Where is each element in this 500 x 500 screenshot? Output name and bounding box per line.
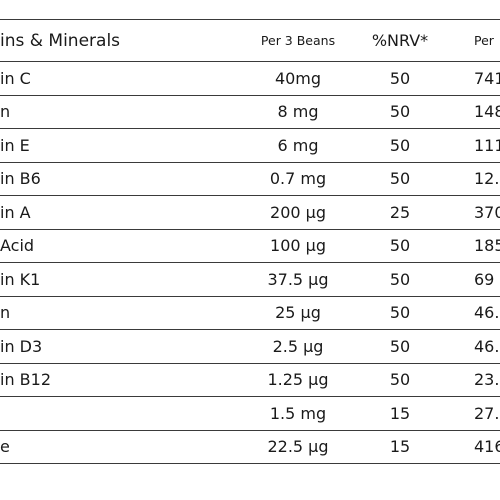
row-nrv: 50 — [389, 169, 411, 189]
row-name: in B6 — [0, 169, 41, 189]
row-per-bean: 0.7 mg — [269, 169, 327, 189]
table-row: n 8 mg 50 148 — [0, 96, 500, 129]
table-row: in K1 37.5 µg 50 69 — [0, 263, 500, 297]
table-row: in E 6 mg 50 111 — [0, 129, 500, 163]
row-per-extra: 69 — [474, 269, 495, 289]
row-nrv: 50 — [389, 68, 411, 88]
row-per-bean: 1.25 µg — [267, 370, 329, 390]
row-nrv: 50 — [389, 236, 411, 256]
row-per-bean: 200 µg — [270, 202, 326, 222]
row-name: in C — [0, 68, 31, 88]
row-per-extra: 416 — [474, 437, 500, 457]
row-per-extra: 12.9 — [474, 169, 500, 189]
row-per-bean: 40mg — [274, 68, 322, 88]
row-name: in B12 — [0, 370, 52, 390]
row-name — [0, 397, 240, 430]
row-name: Acid — [0, 236, 35, 256]
row-per-extra: 148 — [474, 102, 500, 122]
row-per-extra: 46. — [474, 303, 500, 323]
row-per-extra: 46. — [474, 336, 500, 356]
nutrition-table: ins & Minerals Per 3 Beans %NRV* Per in … — [0, 19, 500, 464]
row-nrv: 50 — [389, 370, 411, 390]
row-nrv: 50 — [389, 269, 411, 289]
table-row: 1.5 mg 15 27.7 — [0, 397, 500, 431]
row-per-extra: 27.7 — [474, 403, 500, 423]
row-nrv: 50 — [389, 336, 411, 356]
row-per-extra: 741 — [474, 68, 500, 88]
row-per-extra: 111 — [474, 135, 500, 155]
row-nrv: 15 — [389, 437, 411, 457]
row-per-bean: 37.5 µg — [267, 269, 329, 289]
table-row: in D3 2.5 µg 50 46. — [0, 330, 500, 364]
row-per-bean: 6 mg — [277, 135, 319, 155]
row-per-bean: 1.5 mg — [269, 403, 327, 423]
row-nrv: 50 — [389, 102, 411, 122]
row-name: in E — [0, 135, 30, 155]
row-per-bean: 25 µg — [275, 303, 321, 323]
row-per-bean: 2.5 µg — [272, 336, 324, 356]
row-nrv: 50 — [389, 303, 411, 323]
header-per-extra: Per — [474, 33, 494, 48]
table-row: in B6 0.7 mg 50 12.9 — [0, 163, 500, 196]
row-name: n — [0, 303, 11, 323]
table-header-row: ins & Minerals Per 3 Beans %NRV* Per — [0, 20, 500, 62]
table-row: n 25 µg 50 46. — [0, 297, 500, 330]
row-nrv: 50 — [389, 135, 411, 155]
row-name: in A — [0, 202, 31, 222]
row-per-bean: 8 mg — [277, 102, 319, 122]
row-per-extra: 23.1 — [474, 370, 500, 390]
header-nrv: %NRV* — [371, 31, 429, 50]
table-row: in B12 1.25 µg 50 23.1 — [0, 364, 500, 397]
table-row: in A 200 µg 25 370 — [0, 196, 500, 230]
row-per-extra: 185 — [474, 236, 500, 256]
row-name: n — [0, 102, 11, 122]
header-name: ins & Minerals — [0, 30, 121, 51]
table-row: in C 40mg 50 741 — [0, 62, 500, 96]
table-row: Acid 100 µg 50 185 — [0, 230, 500, 263]
row-per-bean: 100 µg — [270, 236, 326, 256]
row-nrv: 15 — [389, 403, 411, 423]
row-name: e — [0, 437, 10, 457]
row-name: in D3 — [0, 336, 43, 356]
row-per-extra: 370 — [474, 202, 500, 222]
table-row: e 22.5 µg 15 416 — [0, 431, 500, 464]
row-nrv: 25 — [389, 202, 411, 222]
header-per-bean: Per 3 Beans — [260, 33, 336, 48]
row-per-bean: 22.5 µg — [267, 437, 329, 457]
row-name: in K1 — [0, 269, 41, 289]
